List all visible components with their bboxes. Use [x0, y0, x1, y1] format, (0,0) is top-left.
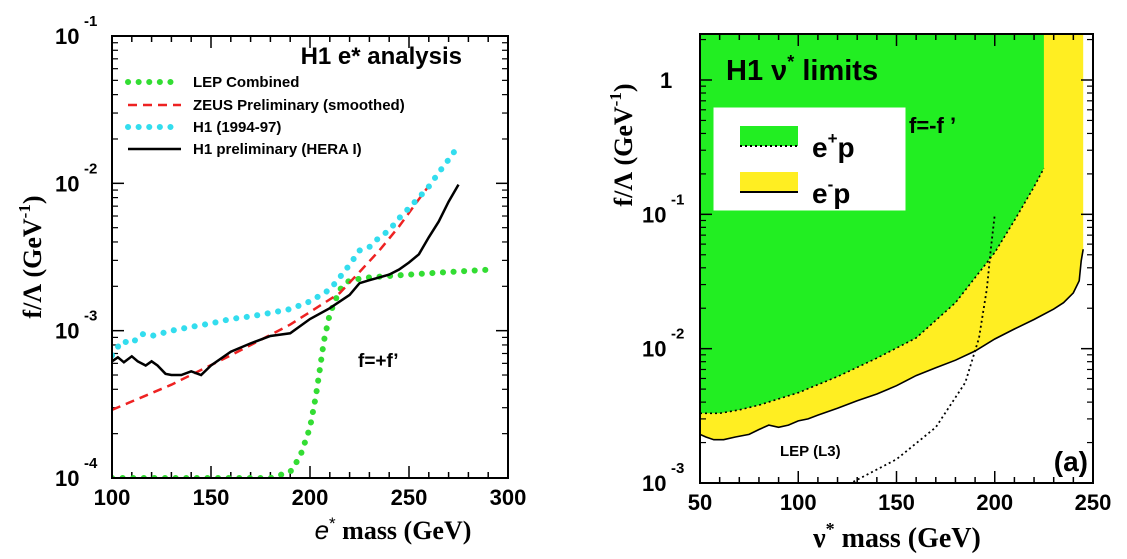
left-y-axis-label: f/Λ (GeV-1): [15, 195, 47, 318]
y-tick-label: 10: [55, 319, 79, 344]
right-plot-frame: [699, 33, 1094, 484]
x-tick-label: 50: [688, 490, 712, 515]
left-series-group: [112, 142, 496, 478]
y-tick-label: 10: [642, 337, 666, 362]
x-tick-label: 200: [976, 490, 1013, 515]
y-tick-exponent: -2: [671, 326, 684, 343]
legend-swatch-e-minus-p: [740, 172, 798, 192]
series-line-h1-preliminary-hera-i-: [112, 183, 460, 377]
x-tick-label: 100: [94, 485, 131, 510]
x-tick-label: 250: [1075, 490, 1112, 515]
y-tick-label: 10: [55, 24, 79, 49]
series-line-lep-combined: [112, 266, 496, 478]
x-tick-label: 150: [193, 485, 230, 510]
y-tick-exponent: -3: [671, 460, 684, 477]
x-tick-label: 150: [878, 490, 915, 515]
left-chart-title: H1 e* analysis: [301, 43, 462, 70]
series-line-h1-1994-97-: [112, 142, 462, 359]
right-annotation: f=-f ’: [909, 113, 956, 138]
y-tick-exponent: -2: [84, 160, 97, 177]
boundary-lep-l3: [852, 214, 996, 483]
x-tick-label: 300: [490, 485, 527, 510]
right-series-group: [700, 34, 1084, 483]
legend-label: e+p: [812, 129, 855, 163]
left-y-axis-label-group: f/Λ (GeV-1): [15, 195, 47, 318]
left-x-axis-label: e* mass (GeV): [315, 514, 472, 545]
legend-label: LEP Combined: [193, 74, 299, 91]
x-tick-label: 250: [391, 485, 428, 510]
lep-l3-label: LEP (L3): [780, 443, 841, 460]
legend-swatch-e-plus-p: [740, 126, 798, 146]
y-tick-exponent: -1: [671, 191, 684, 208]
left-annotation: f=+f’: [358, 351, 398, 372]
right-chart-title: H1 ν* limits: [726, 52, 878, 87]
x-tick-label: 100: [780, 490, 817, 515]
y-tick-label: 10: [55, 171, 79, 196]
series-line-zeus-preliminary-smoothed-: [112, 185, 430, 412]
y-tick-label: 10: [55, 466, 79, 491]
y-tick-exponent: -4: [84, 455, 98, 472]
legend-label: e-p: [812, 175, 850, 209]
x-tick-label: 200: [292, 485, 329, 510]
panel-label: (a): [1054, 446, 1088, 477]
y-tick-exponent: -1: [84, 13, 97, 30]
right-x-axis-label: ν* mass (GeV): [812, 519, 981, 554]
y-tick-label: 1: [660, 68, 672, 93]
boundary-e-minus-p: [700, 249, 1084, 441]
legend-box: [713, 107, 906, 211]
area-e-plus-p: [700, 34, 1044, 414]
y-tick-exponent: -3: [84, 308, 97, 325]
right-y-axis-label: f/Λ (GeV-1): [606, 83, 638, 206]
legend-label: H1 (1994-97): [193, 119, 281, 136]
y-tick-label: 10: [642, 471, 666, 496]
y-tick-label: 10: [642, 202, 666, 227]
legend-label: H1 preliminary (HERA I): [193, 141, 362, 158]
boundary-e-plus-p: [700, 167, 1045, 415]
legend-label: ZEUS Preliminary (smoothed): [193, 97, 405, 114]
right-y-axis-label-group: f/Λ (GeV-1): [606, 83, 638, 206]
left-plot-frame: [111, 35, 509, 479]
